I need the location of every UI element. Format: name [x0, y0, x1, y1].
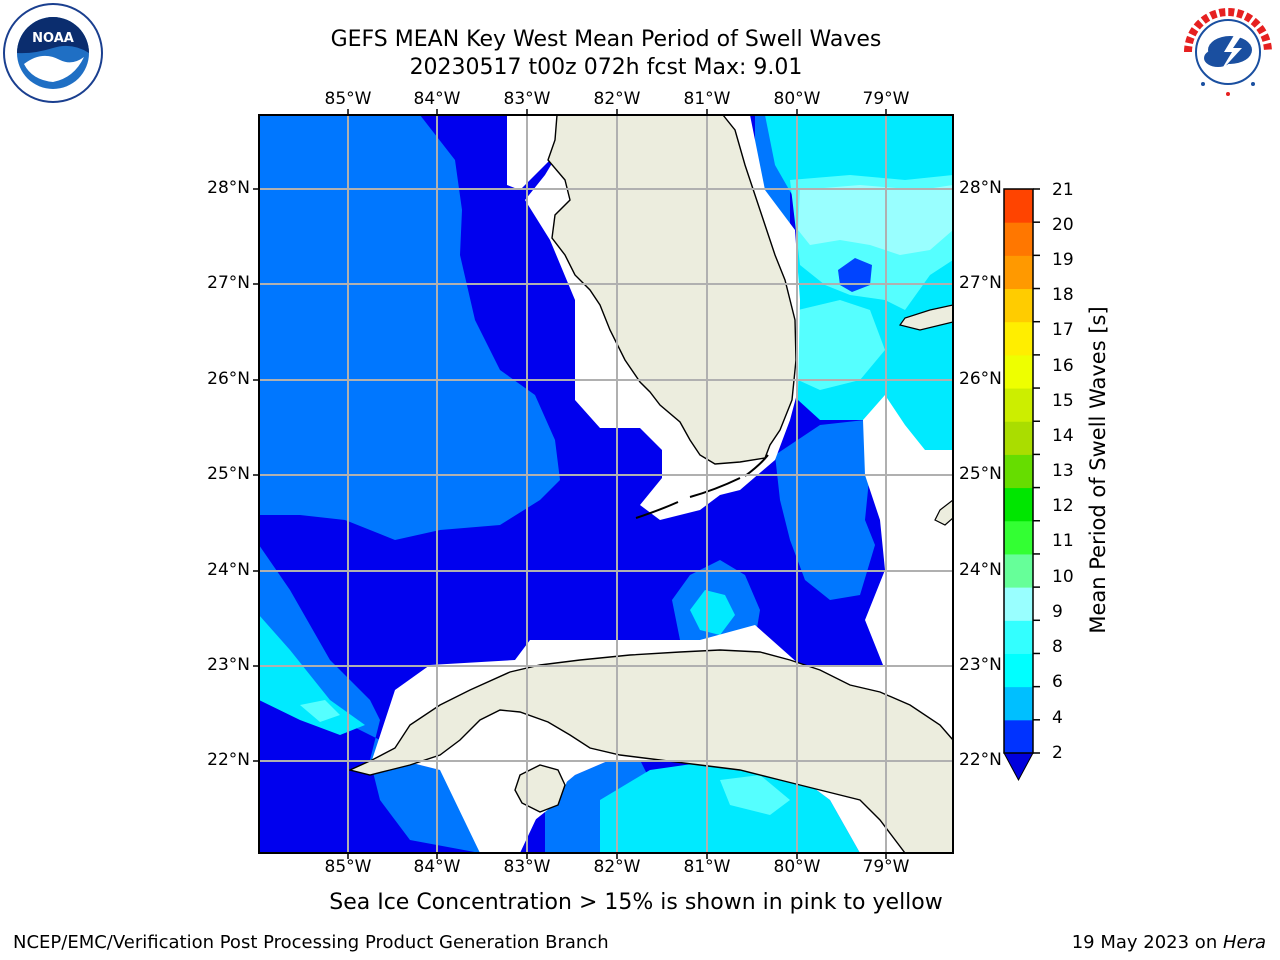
colorbar-tick-label: 19: [1052, 250, 1074, 270]
colorbar-swatch: [1004, 354, 1033, 389]
colorbar-tick-label: 20: [1052, 215, 1074, 235]
colorbar-swatch: [1004, 421, 1033, 455]
lon-label-bottom: 81°W: [683, 857, 731, 877]
lon-label-bottom: 85°W: [324, 857, 372, 877]
colorbar-tick-label: 16: [1052, 356, 1074, 376]
footer-credit: NCEP/EMC/Verification Post Processing Pr…: [13, 932, 609, 953]
colorbar-swatch: [1004, 553, 1033, 588]
colorbar-swatch: [1004, 255, 1033, 290]
noaa-logo: NOAA: [2, 2, 104, 104]
lat-label-right: 28°N: [959, 178, 1002, 198]
colorbar-swatch: [1004, 520, 1033, 555]
colorbar-tick-label: 18: [1052, 285, 1074, 305]
lat-label-left: 28°N: [207, 178, 250, 198]
colorbar-frame: [1003, 188, 1034, 754]
lon-label-top: 80°W: [773, 89, 821, 109]
colorbar-tick-label: 11: [1052, 531, 1074, 551]
map-title: GEFS MEAN Key West Mean Period of Swell …: [330, 27, 882, 52]
swell-period-2-4-east: [775, 420, 875, 600]
lat-label-left: 26°N: [207, 369, 250, 389]
graticule: [259, 115, 953, 853]
lon-label-top: 81°W: [683, 89, 731, 109]
lat-label-left: 23°N: [207, 655, 250, 675]
colorbar-swatch: [1004, 620, 1033, 654]
lat-label-left: 24°N: [207, 560, 250, 580]
lon-label-bottom: 83°W: [503, 857, 551, 877]
swell-period-6-8-sw: [300, 700, 340, 722]
lat-label-left: 27°N: [207, 273, 250, 293]
colorbar-swatch: [1004, 222, 1033, 256]
bahamas-land: [898, 304, 953, 526]
svg-text:NOAA: NOAA: [32, 31, 74, 46]
lat-label-left: 25°N: [207, 464, 250, 484]
colorbar-swatch: [1004, 321, 1033, 356]
lon-label-bottom: 80°W: [773, 857, 821, 877]
colorbar-tick-label: 8: [1052, 637, 1063, 657]
lon-label-bottom: 84°W: [413, 857, 461, 877]
lon-label-bottom: 82°W: [593, 857, 641, 877]
map-frame: [258, 114, 954, 854]
footer-host: Hera: [1222, 932, 1266, 953]
colorbar-swatch: [1004, 653, 1033, 688]
colorbar-swatch: [1004, 388, 1033, 422]
colorbar-swatch: [1004, 454, 1033, 489]
colorbar-tick-label: 21: [1052, 180, 1074, 200]
lon-label-bottom: 79°W: [862, 857, 910, 877]
colorbar-tick-label: 9: [1052, 602, 1063, 622]
colorbar-tick-label: 4: [1052, 708, 1063, 728]
colorbar-tick-label: 15: [1052, 391, 1074, 411]
sea-ice-caption: Sea Ice Concentration > 15% is shown in …: [329, 890, 943, 915]
footer-date-text: 19 May 2023 on: [1071, 932, 1223, 953]
map-area: [259, 115, 953, 853]
florida-land: [547, 115, 797, 465]
national-weather-service-logo: [1178, 2, 1278, 102]
colorbar: [1003, 188, 1040, 782]
lon-label-top: 84°W: [413, 89, 461, 109]
lon-label-top: 79°W: [862, 89, 910, 109]
swell-period-4-6-sw: [259, 615, 365, 735]
colorbar-tick-label: 10: [1052, 567, 1074, 587]
colorbar-swatch: [1004, 719, 1033, 754]
lat-label-right: 26°N: [959, 369, 1002, 389]
colorbar-swatch: [1004, 487, 1033, 522]
lat-label-right: 22°N: [959, 750, 1002, 770]
colorbar-swatch: [1004, 587, 1033, 621]
footer-date: 19 May 2023 on Hera: [1072, 932, 1266, 953]
swell-period-4-6-keys: [690, 590, 735, 635]
swell-period-6-8-ne-edge: [798, 300, 885, 390]
colorbar-tick-label: 14: [1052, 426, 1074, 446]
lon-label-top: 85°W: [324, 89, 372, 109]
colorbar-tick-label: 13: [1052, 461, 1074, 481]
lat-label-right: 27°N: [959, 273, 1002, 293]
lon-label-top: 82°W: [593, 89, 641, 109]
swell-period-8-9-ne: [798, 185, 953, 255]
lat-label-right: 24°N: [959, 560, 1002, 580]
colorbar-tick-label: 12: [1052, 496, 1074, 516]
colorbar-swatch: [1004, 288, 1033, 323]
swell-period-6-8-south: [720, 775, 790, 815]
lat-label-right: 23°N: [959, 655, 1002, 675]
colorbar-tick-label: 6: [1052, 672, 1063, 692]
lat-label-left: 22°N: [207, 750, 250, 770]
axis-ticks: [253, 109, 887, 859]
lat-label-right: 25°N: [959, 464, 1002, 484]
lon-label-top: 83°W: [503, 89, 551, 109]
swell-period-2-4-west: [259, 115, 560, 540]
map-subtitle: 20230517 t00z 072h fcst Max: 9.01: [409, 55, 803, 80]
colorbar-tick-label: 17: [1052, 320, 1074, 340]
colorbar-swatch: [1004, 189, 1033, 223]
colorbar-swatch: [1004, 686, 1033, 721]
colorbar-tick-label: 2: [1052, 743, 1063, 763]
